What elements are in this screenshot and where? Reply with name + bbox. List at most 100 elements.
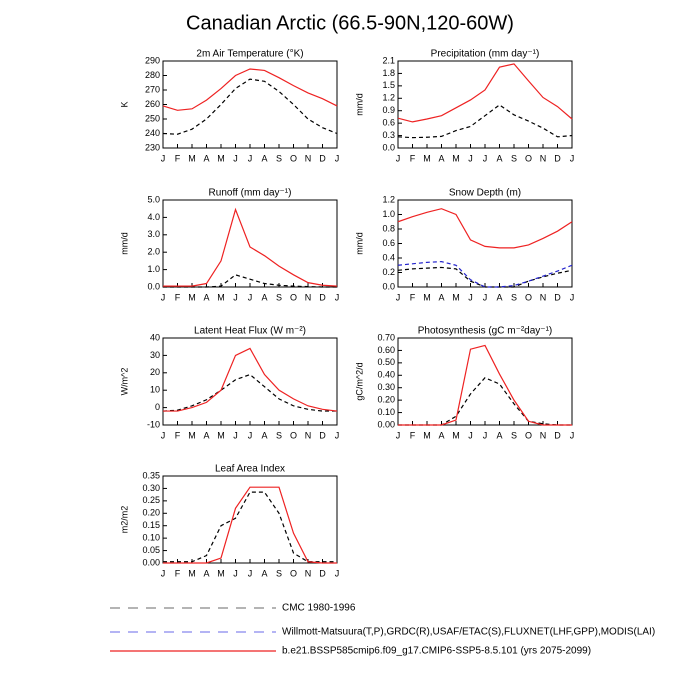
plot-frame <box>162 199 338 288</box>
y-axis-label: m2/m2 <box>119 506 129 534</box>
x-tick-label: M <box>217 153 225 163</box>
x-tick-label: J <box>233 292 238 302</box>
y-tick-label: 0.8 <box>382 223 395 233</box>
x-tick-label: A <box>261 430 267 440</box>
panel-title: Precipitation (mm day⁻¹) <box>431 49 540 60</box>
x-tick-label: A <box>438 430 444 440</box>
x-tick-label: J <box>161 430 166 440</box>
x-tick-label: J <box>483 430 488 440</box>
x-tick-label: M <box>452 430 460 440</box>
y-tick-label: 0.35 <box>142 470 160 480</box>
y-tick-label: -10 <box>147 419 160 429</box>
legend-label: b.e21.BSSP585cmip6.f09_g17.CMIP6-SSP5-8.… <box>282 646 591 657</box>
x-tick-label: F <box>175 292 181 302</box>
x-tick-label: N <box>540 153 547 163</box>
x-tick-label: N <box>540 430 547 440</box>
x-tick-label: S <box>511 430 517 440</box>
panel-title: 2m Air Temperature (°K) <box>196 49 303 60</box>
y-tick-label: 260 <box>145 99 160 109</box>
x-tick-label: N <box>305 153 312 163</box>
y-axis-label: mm/d <box>119 232 129 255</box>
panel-title: Leaf Area Index <box>215 464 285 475</box>
x-tick-label: O <box>290 153 297 163</box>
x-tick-label: S <box>276 568 282 578</box>
x-tick-label: J <box>233 153 238 163</box>
x-tick-label: A <box>203 568 209 578</box>
x-tick-label: J <box>468 292 473 302</box>
y-tick-label: 0.05 <box>142 545 160 555</box>
plot-frame <box>162 475 338 564</box>
x-tick-label: A <box>496 430 502 440</box>
y-tick-label: 5.0 <box>147 194 160 204</box>
x-tick-label: M <box>423 153 431 163</box>
y-tick-label: 1.2 <box>382 194 395 204</box>
series-line <box>397 104 573 139</box>
x-tick-label: F <box>410 430 416 440</box>
x-tick-label: J <box>396 430 401 440</box>
y-tick-label: 2.0 <box>147 247 160 257</box>
x-tick-label: J <box>570 430 575 440</box>
series-line <box>162 78 338 135</box>
x-tick-label: M <box>188 292 196 302</box>
y-tick-label: 40 <box>150 332 160 342</box>
y-tick-label: 0.30 <box>142 483 160 493</box>
x-tick-label: F <box>410 153 416 163</box>
y-tick-label: 0.25 <box>142 495 160 505</box>
plot-frame <box>162 337 338 426</box>
x-tick-label: M <box>452 153 460 163</box>
x-tick-label: A <box>261 568 267 578</box>
x-tick-label: J <box>161 153 166 163</box>
y-axis-label: K <box>119 101 129 107</box>
x-tick-label: O <box>525 153 532 163</box>
x-tick-label: J <box>335 568 340 578</box>
x-tick-label: N <box>305 292 312 302</box>
series-line <box>397 266 573 288</box>
x-tick-label: D <box>554 292 561 302</box>
x-tick-label: M <box>188 153 196 163</box>
y-tick-label: 0.6 <box>382 118 395 128</box>
x-tick-label: M <box>188 430 196 440</box>
x-tick-label: J <box>233 568 238 578</box>
figure-title: Canadian Arctic (66.5-90N,120-60W) <box>186 12 514 34</box>
x-tick-label: O <box>290 430 297 440</box>
x-tick-label: M <box>217 430 225 440</box>
y-tick-label: 0.3 <box>382 130 395 140</box>
series-line <box>398 377 572 426</box>
y-tick-label: 0.15 <box>142 520 160 530</box>
y-tick-label: 0.60 <box>377 345 395 355</box>
y-tick-label: 0.6 <box>382 238 395 248</box>
x-tick-label: J <box>335 153 340 163</box>
x-tick-label: J <box>570 292 575 302</box>
x-tick-label: D <box>319 153 326 163</box>
x-tick-label: J <box>335 292 340 302</box>
x-tick-label: J <box>396 292 401 302</box>
y-tick-label: 0.40 <box>377 370 395 380</box>
x-tick-label: N <box>305 430 312 440</box>
x-tick-label: S <box>276 153 282 163</box>
x-tick-label: A <box>261 153 267 163</box>
x-tick-label: M <box>423 430 431 440</box>
x-tick-label: A <box>438 292 444 302</box>
y-tick-label: 3.0 <box>147 229 160 239</box>
y-tick-label: 1.0 <box>147 264 160 274</box>
x-tick-label: J <box>161 568 166 578</box>
x-tick-label: S <box>511 292 517 302</box>
y-axis-label: gC/m^2/d <box>354 362 364 400</box>
x-tick-label: S <box>276 292 282 302</box>
y-tick-label: 0.50 <box>377 357 395 367</box>
x-tick-label: O <box>290 292 297 302</box>
x-tick-label: A <box>261 292 267 302</box>
series-line <box>398 344 572 426</box>
x-tick-label: F <box>175 153 181 163</box>
x-tick-label: J <box>396 153 401 163</box>
panel-title: Runoff (mm day⁻¹) <box>209 188 292 199</box>
y-tick-label: 0 <box>155 402 160 412</box>
x-tick-label: N <box>540 292 547 302</box>
x-tick-label: M <box>217 568 225 578</box>
panel-title: Latent Heat Flux (W m⁻²) <box>194 326 306 337</box>
x-tick-label: M <box>452 292 460 302</box>
x-tick-label: J <box>483 292 488 302</box>
x-tick-label: A <box>496 153 502 163</box>
x-tick-label: J <box>248 430 253 440</box>
